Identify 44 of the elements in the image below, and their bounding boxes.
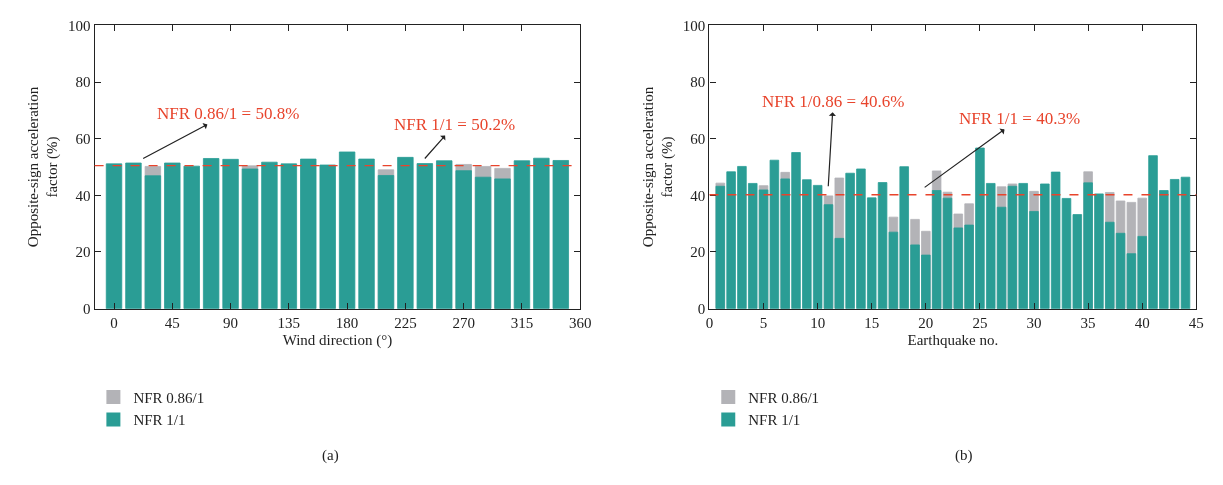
x-tick-label: 40 — [1134, 314, 1150, 331]
x-tick-label: 270 — [452, 314, 475, 331]
annotation: NFR 0.86/1 = 50.8% — [157, 104, 300, 123]
x-tick-label: 5 — [759, 314, 768, 331]
x-tick-label: 360 — [568, 314, 592, 331]
y-tick-label: 100 — [68, 17, 91, 34]
y-tick-label: 60 — [75, 130, 91, 147]
legend-label: NFR 0.86/1 — [133, 389, 205, 406]
legend-label: NFR 1/1 — [748, 412, 801, 429]
x-tick-label: 10 — [810, 314, 826, 331]
x-tick-label: 45 — [164, 314, 180, 331]
y-tick-label: 80 — [690, 74, 706, 91]
x-tick-label: 225 — [394, 314, 417, 331]
y-axis-title: Opposite-sign acceleration factor (%) — [639, 86, 677, 248]
y-tick-label: 100 — [682, 17, 706, 34]
annotation: NFR 1/1 = 50.2% — [394, 115, 516, 134]
y-tick-label: 20 — [690, 244, 706, 261]
x-tick-label: 0 — [110, 314, 118, 331]
y-tick-label: 40 — [690, 187, 706, 204]
x-axis-title: Earthquake no. — [907, 331, 999, 348]
y-tick-label: 80 — [75, 74, 91, 91]
annotation: NFR 1/1 = 40.3% — [959, 109, 1081, 128]
x-tick-label: 90 — [223, 314, 239, 331]
x-tick-label: 20 — [918, 314, 934, 331]
y-axis-title: Opposite-sign acceleration factor (%) — [24, 86, 62, 248]
x-tick-label: 180 — [335, 314, 359, 331]
x-tick-label: 315 — [510, 314, 534, 331]
annotation: NFR 1/0.86 = 40.6% — [762, 92, 905, 111]
x-tick-label: 30 — [1026, 314, 1042, 331]
x-tick-label: 135 — [277, 314, 301, 331]
text: (b) — [955, 447, 973, 464]
x-axis-title: Wind direction (°) — [282, 331, 393, 349]
legend-label: NFR 0.86/1 — [748, 389, 820, 406]
y-tick-label: 0 — [83, 300, 91, 317]
text: (a) — [322, 447, 339, 464]
y-tick-label: 40 — [75, 187, 91, 204]
x-tick-label: 15 — [864, 314, 880, 331]
legend-label: NFR 1/1 — [133, 412, 186, 429]
y-tick-label: 20 — [75, 244, 91, 261]
x-tick-label: 25 — [972, 314, 988, 331]
x-tick-label: 35 — [1080, 314, 1096, 331]
y-tick-label: 0 — [697, 300, 706, 317]
x-tick-label: 45 — [1188, 314, 1204, 331]
y-tick-label: 60 — [690, 130, 706, 147]
